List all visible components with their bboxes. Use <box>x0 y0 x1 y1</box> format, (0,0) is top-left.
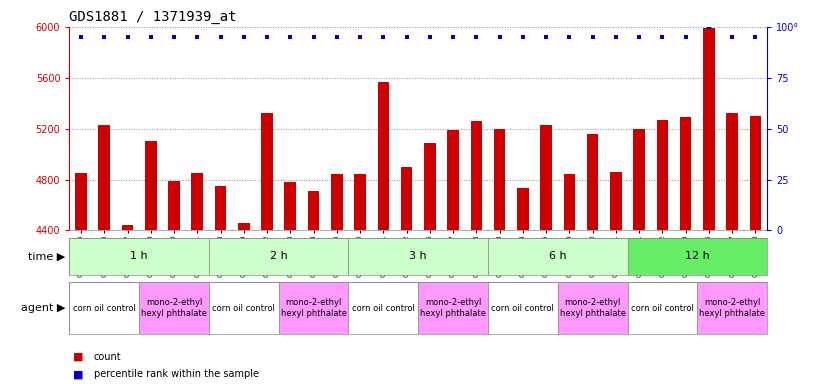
Bar <box>488 238 628 275</box>
Bar <box>348 238 488 275</box>
Text: count: count <box>94 352 122 362</box>
Bar <box>168 181 180 230</box>
Text: corn oil control: corn oil control <box>352 304 415 313</box>
Bar <box>145 141 157 230</box>
Point <box>214 34 227 40</box>
Text: 1 h: 1 h <box>131 251 148 262</box>
Bar <box>278 282 348 334</box>
Bar <box>192 173 203 230</box>
Point <box>121 34 134 40</box>
Point <box>632 34 645 40</box>
Point <box>284 34 297 40</box>
Point <box>144 34 157 40</box>
Bar <box>494 129 505 230</box>
Point <box>725 34 738 40</box>
Text: 6 h: 6 h <box>549 251 566 262</box>
Point <box>679 34 692 40</box>
Point <box>539 34 552 40</box>
Point <box>400 34 413 40</box>
Bar <box>697 282 767 334</box>
Text: corn oil control: corn oil control <box>212 304 275 313</box>
Text: time ▶: time ▶ <box>28 251 65 262</box>
Text: mono-2-ethyl
hexyl phthalate: mono-2-ethyl hexyl phthalate <box>560 298 626 318</box>
Point <box>167 34 180 40</box>
Point <box>377 34 390 40</box>
Bar <box>633 129 645 230</box>
Bar <box>69 282 139 334</box>
Bar <box>488 282 558 334</box>
Point <box>586 34 599 40</box>
Bar <box>209 282 278 334</box>
Point <box>563 34 576 40</box>
Bar <box>122 225 133 230</box>
Bar <box>215 186 226 230</box>
Bar <box>378 81 389 230</box>
Bar <box>540 125 552 230</box>
Bar <box>139 282 209 334</box>
Bar <box>209 238 348 275</box>
Bar <box>285 182 296 230</box>
Point <box>703 24 716 30</box>
Point <box>260 34 273 40</box>
Bar <box>348 282 418 334</box>
Bar <box>680 117 691 230</box>
Point <box>470 34 483 40</box>
Bar <box>657 120 668 230</box>
Bar <box>331 174 343 230</box>
Bar <box>354 174 366 230</box>
Text: corn oil control: corn oil control <box>73 304 135 313</box>
Text: mono-2-ethyl
hexyl phthalate: mono-2-ethyl hexyl phthalate <box>699 298 765 318</box>
Text: mono-2-ethyl
hexyl phthalate: mono-2-ethyl hexyl phthalate <box>281 298 347 318</box>
Bar <box>628 238 767 275</box>
Point <box>517 34 530 40</box>
Text: corn oil control: corn oil control <box>631 304 694 313</box>
Bar <box>610 172 622 230</box>
Bar <box>401 167 412 230</box>
Bar <box>587 134 598 230</box>
Point <box>330 34 344 40</box>
Bar <box>564 174 575 230</box>
Text: ■: ■ <box>73 352 84 362</box>
Text: corn oil control: corn oil control <box>491 304 554 313</box>
Point <box>446 34 459 40</box>
Point <box>493 34 506 40</box>
Point <box>610 34 623 40</box>
Bar <box>471 121 482 230</box>
Bar <box>517 189 529 230</box>
Text: mono-2-ethyl
hexyl phthalate: mono-2-ethyl hexyl phthalate <box>141 298 207 318</box>
Text: 2 h: 2 h <box>270 251 287 262</box>
Point <box>424 34 437 40</box>
Text: mono-2-ethyl
hexyl phthalate: mono-2-ethyl hexyl phthalate <box>420 298 486 318</box>
Point <box>307 34 320 40</box>
Bar <box>447 130 459 230</box>
Bar <box>238 223 250 230</box>
Point <box>98 34 111 40</box>
Point <box>237 34 251 40</box>
Text: ■: ■ <box>73 369 84 379</box>
Text: GDS1881 / 1371939_at: GDS1881 / 1371939_at <box>69 10 237 25</box>
Bar <box>424 142 436 230</box>
Point <box>191 34 204 40</box>
Bar <box>557 282 628 334</box>
Bar <box>261 113 273 230</box>
Point <box>749 34 762 40</box>
Bar <box>99 125 110 230</box>
Text: percentile rank within the sample: percentile rank within the sample <box>94 369 259 379</box>
Bar <box>69 238 209 275</box>
Point <box>353 34 366 40</box>
Point <box>656 34 669 40</box>
Point <box>74 34 87 40</box>
Bar <box>628 282 697 334</box>
Bar <box>308 191 319 230</box>
Bar <box>703 28 715 230</box>
Bar <box>75 173 86 230</box>
Text: 12 h: 12 h <box>685 251 710 262</box>
Bar <box>418 282 488 334</box>
Text: 3 h: 3 h <box>410 251 427 262</box>
Bar <box>750 116 761 230</box>
Text: agent ▶: agent ▶ <box>21 303 65 313</box>
Bar <box>726 113 738 230</box>
